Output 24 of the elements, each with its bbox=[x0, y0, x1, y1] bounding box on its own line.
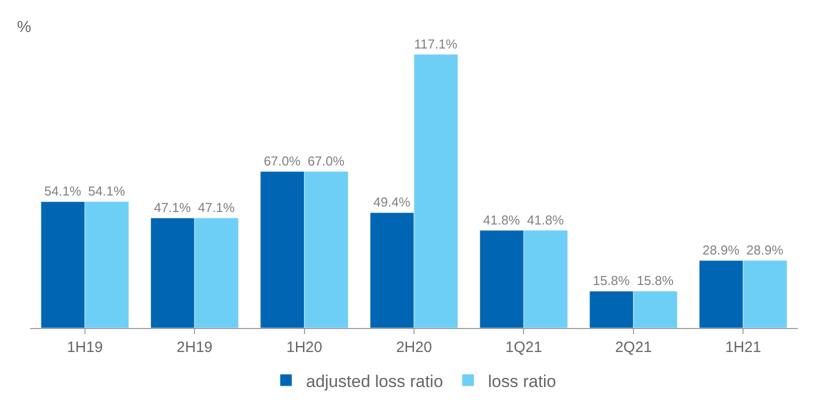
y-axis-title: % bbox=[17, 19, 32, 36]
x-tick-label: 1Q21 bbox=[505, 339, 542, 356]
data-label: 28.9% bbox=[702, 242, 740, 258]
data-label: 47.1% bbox=[198, 200, 236, 215]
x-tick-label: 1H21 bbox=[725, 339, 762, 356]
x-tick-label: 2Q21 bbox=[615, 339, 652, 356]
data-label: 54.1% bbox=[44, 184, 82, 199]
legend-label: loss ratio bbox=[488, 372, 556, 391]
data-label: 49.4% bbox=[373, 194, 411, 210]
x-tick-label: 1H19 bbox=[66, 339, 103, 356]
data-label: 67.0% bbox=[264, 153, 301, 168]
data-label: 41.8% bbox=[483, 212, 520, 228]
data-label: 28.9% bbox=[746, 242, 784, 258]
data-label: 67.0% bbox=[308, 153, 345, 168]
data-label: 47.1% bbox=[154, 200, 192, 215]
x-tick-label: 1H20 bbox=[286, 339, 322, 356]
legend-label: adjusted loss ratio bbox=[306, 372, 444, 391]
data-label: 15.8% bbox=[592, 273, 630, 288]
data-label: 117.1% bbox=[414, 36, 458, 52]
x-tick-label: 2H20 bbox=[396, 339, 432, 356]
data-label: 15.8% bbox=[636, 273, 674, 288]
data-label: 41.8% bbox=[527, 212, 564, 228]
x-tick-label: 2H19 bbox=[176, 339, 212, 356]
data-label: 54.1% bbox=[88, 184, 126, 199]
